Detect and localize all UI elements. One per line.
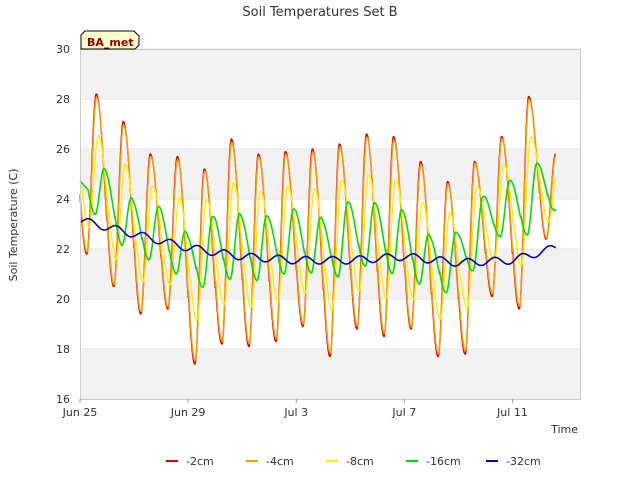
- series-layer: [79, 93, 557, 365]
- x-tick-label: Jul 11: [496, 406, 528, 419]
- series-line: [79, 162, 557, 294]
- y-tick-label: 26: [56, 143, 70, 156]
- x-tick-label: Jul 7: [391, 406, 416, 419]
- legend-label: -32cm: [506, 455, 541, 468]
- series-line: [79, 134, 557, 322]
- series-line: [79, 96, 557, 362]
- site-badge: BA_met: [80, 30, 140, 50]
- x-tick-label: Jun 25: [62, 406, 98, 419]
- y-tick-label: 20: [56, 293, 70, 306]
- y-tick-label: 30: [56, 43, 70, 56]
- series-line: [79, 217, 557, 267]
- legend-label: -4cm: [266, 455, 294, 468]
- chart-title: Soil Temperatures Set B: [242, 5, 397, 20]
- y-axis-ticks: 16 18 20 22 24 26 28 30: [56, 43, 70, 406]
- background-band: [80, 149, 580, 199]
- plot-frame: [80, 49, 581, 400]
- x-axis-label: Time: [550, 423, 578, 436]
- x-axis-ticks: Jun 25 Jun 29 Jul 3 Jul 7 Jul 11: [62, 399, 528, 419]
- y-tick-label: 18: [56, 343, 70, 356]
- x-tick-label: Jul 3: [283, 406, 308, 419]
- x-tick-label: Jun 29: [170, 406, 206, 419]
- y-axis-label: Soil Temperature (C): [7, 169, 20, 282]
- y-tick-label: 22: [56, 243, 70, 256]
- background-band: [80, 349, 580, 399]
- site-badge-box: [80, 30, 140, 50]
- background-band: [80, 49, 580, 99]
- legend-label: -8cm: [346, 455, 374, 468]
- legend-label: -16cm: [426, 455, 461, 468]
- site-badge-label: BA_met: [87, 36, 134, 49]
- legend: -2cm -4cm -8cm -16cm -32cm: [166, 455, 541, 468]
- y-tick-label: 16: [56, 393, 70, 406]
- y-tick-label: 24: [56, 193, 70, 206]
- y-tick-label: 28: [56, 93, 70, 106]
- legend-label: -2cm: [186, 455, 214, 468]
